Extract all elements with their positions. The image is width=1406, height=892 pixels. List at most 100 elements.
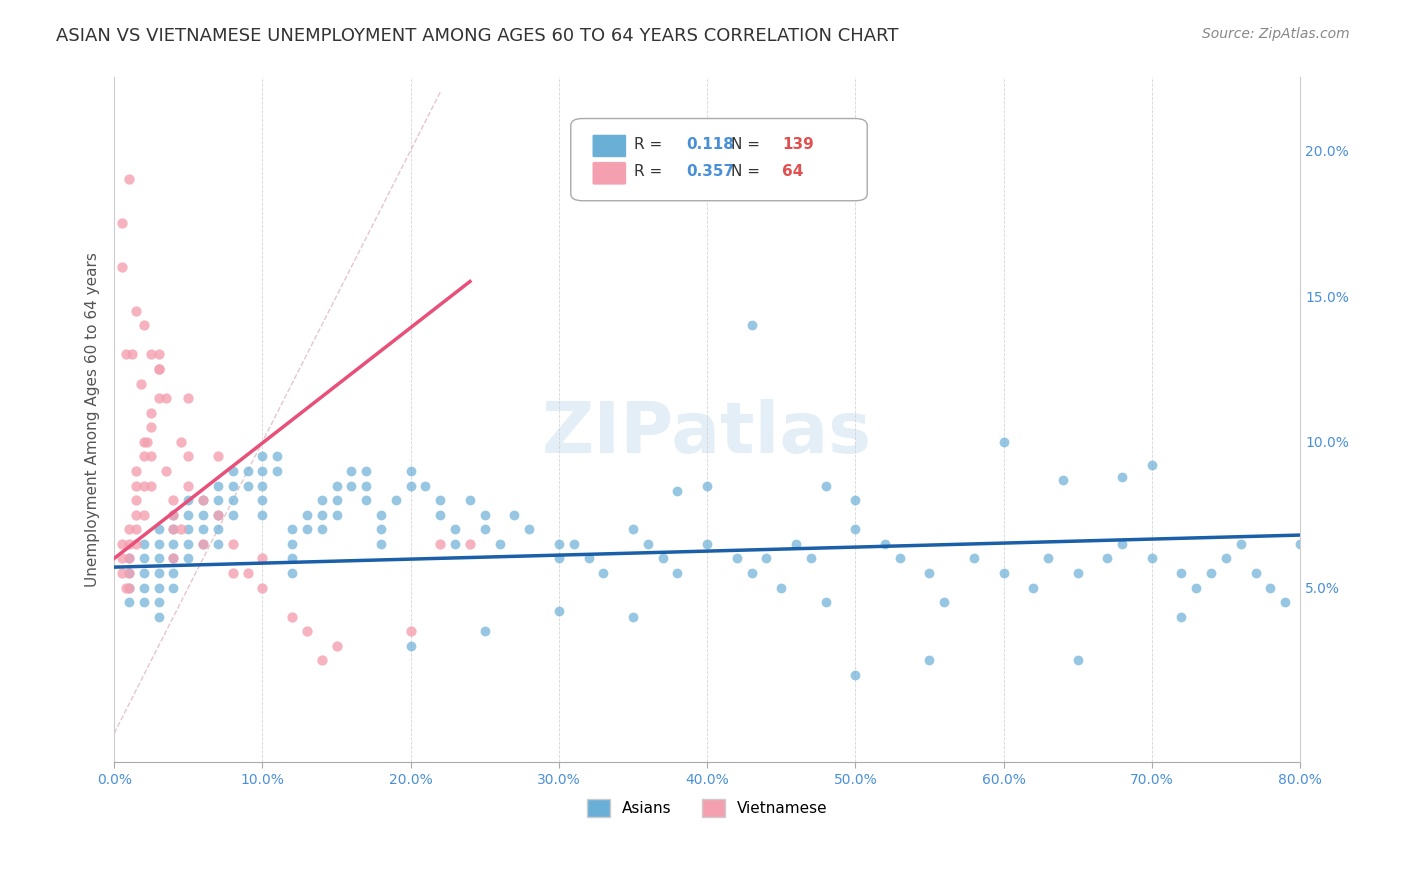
Point <box>125 478 148 492</box>
Point <box>148 362 170 376</box>
Point <box>562 537 585 551</box>
Point <box>191 493 214 508</box>
Point <box>963 551 986 566</box>
Point <box>162 581 184 595</box>
Point <box>177 391 200 405</box>
Point <box>666 566 689 580</box>
Point <box>191 522 214 536</box>
Point <box>458 537 481 551</box>
Point <box>132 595 155 609</box>
Point <box>252 581 274 595</box>
Point <box>266 450 288 464</box>
Point <box>354 464 377 478</box>
Point <box>918 653 941 667</box>
Point <box>177 508 200 522</box>
Point <box>637 537 659 551</box>
Point <box>1260 581 1282 595</box>
Point <box>207 478 229 492</box>
Point <box>1111 537 1133 551</box>
Point <box>207 537 229 551</box>
Point <box>141 406 163 420</box>
Point <box>118 551 141 566</box>
Point <box>281 566 304 580</box>
Point <box>118 581 141 595</box>
Point <box>125 508 148 522</box>
Point <box>207 508 229 522</box>
Point <box>1067 566 1090 580</box>
Point <box>266 464 288 478</box>
Point <box>295 508 318 522</box>
Point <box>934 595 956 609</box>
Point <box>474 508 496 522</box>
Point <box>129 376 152 391</box>
Point <box>125 464 148 478</box>
Point <box>755 551 778 566</box>
Point <box>148 347 170 361</box>
Point <box>1111 470 1133 484</box>
Point <box>741 566 763 580</box>
Point <box>118 581 141 595</box>
Point <box>666 484 689 499</box>
Point <box>118 551 141 566</box>
Point <box>399 464 422 478</box>
Point <box>1097 551 1119 566</box>
Text: 0.118: 0.118 <box>686 137 734 152</box>
Point <box>1170 609 1192 624</box>
Point <box>162 522 184 536</box>
Point <box>148 537 170 551</box>
Point <box>311 508 333 522</box>
Text: ZIPatlas: ZIPatlas <box>543 399 872 468</box>
Point <box>370 522 392 536</box>
Point <box>222 493 245 508</box>
Point <box>155 391 177 405</box>
Point <box>110 216 132 230</box>
Text: ASIAN VS VIETNAMESE UNEMPLOYMENT AMONG AGES 60 TO 64 YEARS CORRELATION CHART: ASIAN VS VIETNAMESE UNEMPLOYMENT AMONG A… <box>56 27 898 45</box>
Point <box>918 566 941 580</box>
Point <box>162 551 184 566</box>
Point <box>162 508 184 522</box>
Point <box>399 478 422 492</box>
Point <box>135 434 157 449</box>
Point <box>125 493 148 508</box>
Point <box>517 522 540 536</box>
Point <box>1274 595 1296 609</box>
Point <box>125 522 148 536</box>
Point <box>741 318 763 333</box>
Point <box>141 420 163 434</box>
Point <box>236 464 259 478</box>
Point <box>340 464 363 478</box>
Point <box>651 551 673 566</box>
Point <box>191 537 214 551</box>
Point <box>1140 458 1163 472</box>
Point <box>132 537 155 551</box>
Point <box>1244 566 1267 580</box>
Point <box>370 537 392 551</box>
Point <box>385 493 408 508</box>
Point <box>118 537 141 551</box>
Point <box>162 566 184 580</box>
Point <box>370 508 392 522</box>
Point <box>252 493 274 508</box>
Point <box>444 522 467 536</box>
Point <box>1185 581 1208 595</box>
Point <box>148 551 170 566</box>
Point <box>170 434 193 449</box>
Point <box>354 478 377 492</box>
Point <box>800 551 823 566</box>
Point <box>399 624 422 639</box>
Point <box>191 508 214 522</box>
FancyBboxPatch shape <box>571 119 868 201</box>
Point <box>207 522 229 536</box>
Point <box>281 551 304 566</box>
Point <box>148 522 170 536</box>
Point <box>252 508 274 522</box>
Point <box>770 581 793 595</box>
Point <box>132 566 155 580</box>
Point <box>207 493 229 508</box>
Text: N =: N = <box>731 164 765 179</box>
Point <box>844 668 866 682</box>
Point <box>222 508 245 522</box>
Point <box>132 551 155 566</box>
Point <box>177 478 200 492</box>
Point <box>325 478 347 492</box>
